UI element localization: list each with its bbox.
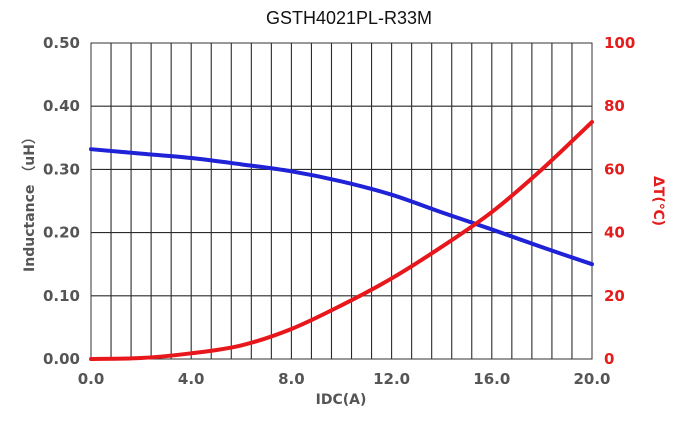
y2-axis-ticks: 0 20 40 60 80 100 xyxy=(604,34,635,368)
y2-tick-label: 0 xyxy=(604,350,614,368)
x-tick-label: 20.0 xyxy=(573,370,610,388)
x-tick-label: 12.0 xyxy=(373,370,410,388)
x-tick-label: 0.0 xyxy=(78,370,105,388)
y2-axis-title: ΔT(℃) xyxy=(650,176,666,226)
y2-tick-label: 60 xyxy=(604,160,625,178)
x-tick-label: 4.0 xyxy=(178,370,205,388)
y-tick-label: 0.10 xyxy=(43,287,80,305)
y-tick-label: 0.20 xyxy=(43,224,80,242)
y2-tick-label: 20 xyxy=(604,287,625,305)
y2-tick-label: 100 xyxy=(604,34,635,52)
x-axis-title: IDC(A) xyxy=(316,392,367,408)
x-axis-ticks: 0.0 4.0 8.0 12.0 16.0 20.0 xyxy=(78,370,611,388)
x-tick-label: 16.0 xyxy=(473,370,510,388)
series-lines xyxy=(89,120,594,361)
x-tick-label: 8.0 xyxy=(278,370,305,388)
y-tick-label: 0.30 xyxy=(43,160,80,178)
plot-frame xyxy=(90,42,593,360)
temperature-rise-line xyxy=(89,120,594,361)
y2-tick-label: 40 xyxy=(604,224,625,242)
y-tick-label: 0.50 xyxy=(43,34,80,52)
grid-lines xyxy=(91,43,592,359)
y-tick-label: 0.00 xyxy=(43,350,80,368)
inductance-line xyxy=(89,147,594,267)
y-axis-title: Inductance （uH） xyxy=(22,130,38,272)
y-tick-label: 0.40 xyxy=(43,97,80,115)
y2-tick-label: 80 xyxy=(604,97,625,115)
y-axis-ticks: 0.00 0.10 0.20 0.30 0.40 0.50 xyxy=(43,34,80,368)
chart-title: GSTH4021PL-R33M xyxy=(266,8,432,28)
